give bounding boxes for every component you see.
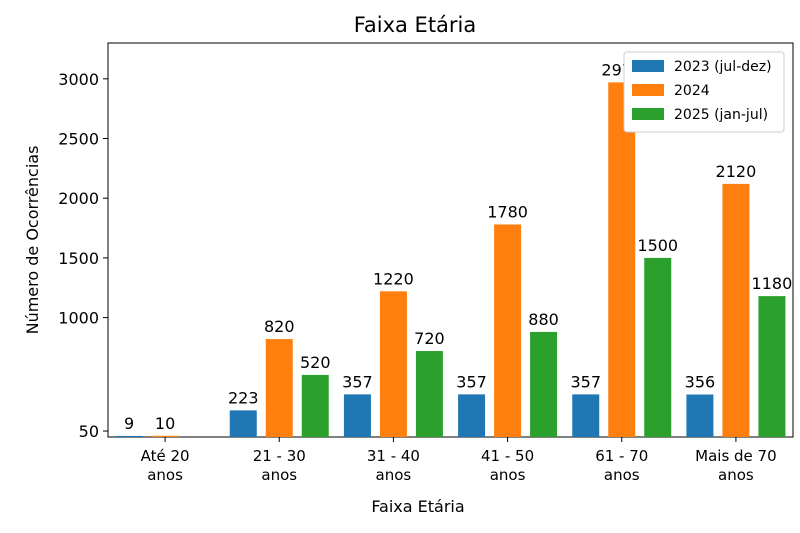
y-tick-label: 3000 — [58, 70, 99, 89]
x-axis-label: Faixa Etária — [371, 497, 464, 516]
data-label: 1180 — [752, 274, 793, 293]
data-label: 1500 — [637, 236, 678, 255]
y-tick-label: 1000 — [58, 309, 99, 328]
data-label: 357 — [342, 372, 373, 391]
data-label: 720 — [414, 329, 445, 348]
bar — [265, 339, 293, 437]
data-label: 520 — [300, 353, 331, 372]
bar — [458, 394, 486, 437]
x-tick-label: 41 - 50 anos — [481, 447, 535, 484]
y-tick-label: 1500 — [58, 249, 99, 268]
bar — [494, 224, 522, 437]
bar — [379, 291, 407, 437]
data-label: 357 — [570, 372, 601, 391]
bar — [229, 410, 257, 437]
data-label: 2120 — [716, 162, 757, 181]
plot-frame — [107, 42, 794, 438]
data-label: 223 — [228, 388, 259, 407]
bar — [415, 351, 443, 437]
legend-label: 2023 (jul-dez) — [674, 59, 772, 75]
legend-swatch — [632, 84, 664, 96]
y-tick-label: 50 — [79, 422, 99, 441]
y-tick-label: 2500 — [58, 130, 99, 149]
legend-swatch — [632, 60, 664, 72]
bar — [644, 257, 672, 437]
x-tick-label: Mais de 70 anos — [695, 447, 777, 484]
data-label: 10 — [155, 414, 175, 433]
data-label: 356 — [685, 372, 716, 391]
legend-swatch — [632, 108, 664, 120]
y-tick-label: 2000 — [58, 189, 99, 208]
bar — [758, 296, 786, 437]
bar — [115, 435, 143, 437]
bar — [301, 374, 329, 437]
legend-label: 2025 (jan-jul) — [674, 107, 768, 123]
x-tick-label: 31 - 40 anos — [366, 447, 420, 484]
bar — [343, 394, 371, 437]
x-tick-label: 21 - 30 anos — [252, 447, 306, 484]
legend-label: 2024 — [674, 83, 710, 99]
chart-title: Faixa Etária — [354, 13, 477, 37]
data-label: 1780 — [487, 202, 528, 221]
bar — [608, 82, 636, 438]
y-axis-label: Número de Ocorrências — [23, 146, 42, 335]
bar — [722, 183, 750, 437]
data-label: 880 — [528, 310, 559, 329]
data-label: 820 — [264, 317, 295, 336]
data-label: 357 — [456, 372, 487, 391]
data-label: 9 — [124, 414, 134, 433]
x-tick-label: 61 - 70 anos — [595, 447, 649, 484]
bar — [151, 435, 179, 437]
bar — [686, 394, 714, 437]
bar — [572, 394, 600, 437]
x-tick-label: Até 20 anos — [140, 447, 190, 484]
bar — [530, 331, 558, 437]
data-label: 1220 — [373, 269, 414, 288]
